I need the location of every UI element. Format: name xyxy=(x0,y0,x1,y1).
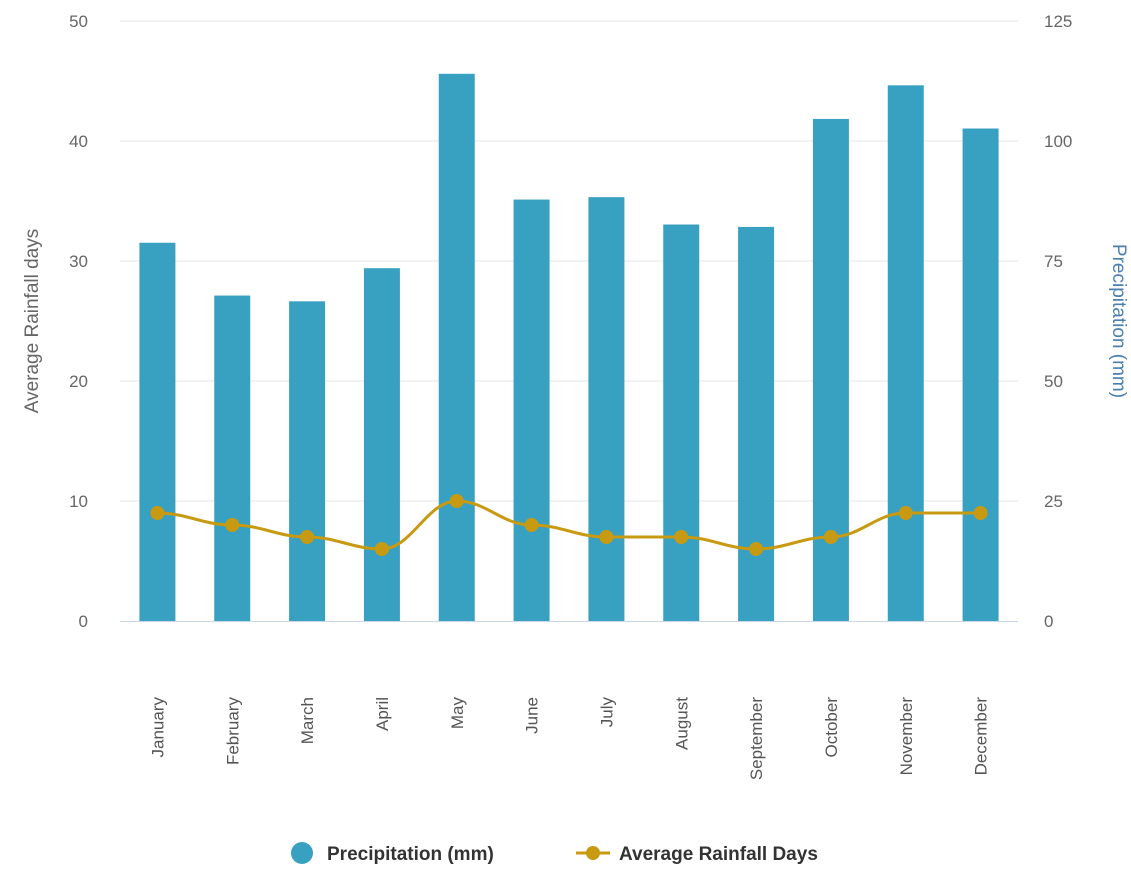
precipitation-bars xyxy=(139,73,999,622)
category-label: May xyxy=(448,697,467,730)
precipitation-bar xyxy=(139,242,176,621)
precipitation-bar xyxy=(588,197,625,621)
rainfall-days-point xyxy=(150,506,165,520)
legend-rainfall-label: Average Rainfall Days xyxy=(619,844,818,865)
legend: Precipitation (mm) Average Rainfall Days xyxy=(291,842,818,865)
rainfall-days-line xyxy=(150,494,988,556)
category-label: September xyxy=(747,697,766,780)
left-tick-label: 40 xyxy=(69,132,88,151)
legend-rainfall-marker xyxy=(586,846,600,860)
category-label: April xyxy=(373,697,392,731)
precipitation-bar xyxy=(738,226,775,622)
left-tick-label: 50 xyxy=(69,12,88,31)
category-label: December xyxy=(972,697,991,776)
right-tick-label: 100 xyxy=(1044,132,1072,151)
rainfall-days-point xyxy=(973,506,988,520)
rainfall-days-point xyxy=(599,530,614,544)
axes: 0 10 20 30 40 50 0 25 50 75 100 125 January February M… xyxy=(22,12,1129,780)
precipitation-bar xyxy=(812,118,849,622)
rainfall-days-point xyxy=(225,518,240,532)
rainfall-days-path xyxy=(157,499,981,551)
rainfall-days-point xyxy=(524,518,539,532)
category-label: March xyxy=(298,697,317,744)
right-tick-label: 0 xyxy=(1044,612,1053,631)
right-tick-label: 125 xyxy=(1044,12,1072,31)
right-tick-label: 25 xyxy=(1044,492,1063,511)
right-axis-title: Precipitation (mm) xyxy=(1108,244,1129,398)
category-label: January xyxy=(148,697,167,758)
precipitation-bar xyxy=(887,85,924,621)
precipitation-bar xyxy=(438,73,475,622)
precipitation-bar xyxy=(363,268,400,621)
precipitation-bar xyxy=(663,224,700,621)
legend-precipitation-label: Precipitation (mm) xyxy=(327,844,494,865)
category-label: August xyxy=(672,697,691,750)
legend-precipitation-marker xyxy=(291,842,313,864)
rainfall-days-point xyxy=(374,542,389,556)
precipitation-bar xyxy=(962,128,999,621)
right-tick-label: 75 xyxy=(1044,252,1063,271)
grid-lines xyxy=(120,20,1018,502)
precipitation-bar xyxy=(513,199,550,621)
left-tick-label: 20 xyxy=(69,372,88,391)
left-tick-label: 30 xyxy=(69,252,88,271)
rainfall-days-point xyxy=(823,530,838,544)
left-tick-label: 0 xyxy=(79,612,88,631)
category-label: October xyxy=(822,697,841,758)
rainfall-days-point xyxy=(749,542,764,556)
precipitation-bar xyxy=(289,301,326,621)
rainfall-days-point xyxy=(898,506,913,520)
rainfall-days-point xyxy=(674,530,689,544)
left-tick-label: 10 xyxy=(69,492,88,511)
category-label: July xyxy=(597,697,616,728)
category-label: February xyxy=(223,697,242,766)
rainfall-days-point xyxy=(449,494,464,508)
precipitation-bar xyxy=(214,295,251,621)
category-label: November xyxy=(897,697,916,776)
left-axis-title: Average Rainfall days xyxy=(22,229,43,413)
rainfall-days-point xyxy=(300,530,315,544)
category-label: June xyxy=(523,697,542,734)
right-tick-label: 50 xyxy=(1044,372,1063,391)
